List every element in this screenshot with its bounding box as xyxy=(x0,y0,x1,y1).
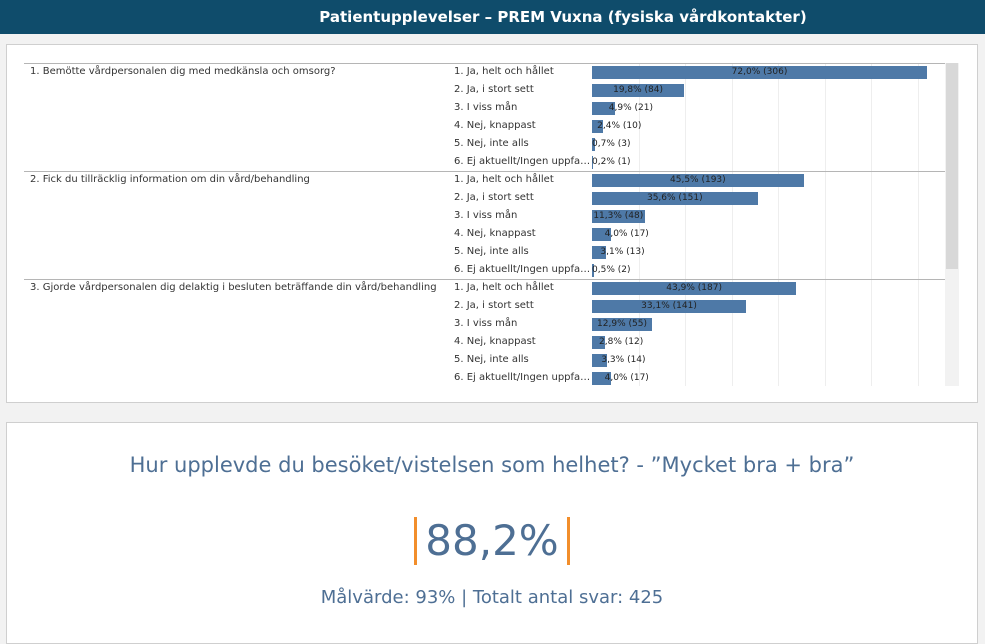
kpi-value-wrap: 88,2% xyxy=(7,517,977,565)
group-divider xyxy=(24,279,945,280)
chart-panel: 1. Bemötte vårdpersonalen dig med medkän… xyxy=(6,44,978,403)
gridline xyxy=(871,63,872,386)
answer-label: 5. Nej, inte alls xyxy=(454,245,592,259)
answer-label: 6. Ej aktuellt/Ingen uppfattning xyxy=(454,263,592,277)
answer-label: 4. Nej, knappast xyxy=(454,227,592,241)
answer-label: 4. Nej, knappast xyxy=(454,335,592,349)
bar-value-label: 35,6% (151) xyxy=(592,192,758,205)
answer-label: 4. Nej, knappast xyxy=(454,119,592,133)
bar-value-label: 3,3% (14) xyxy=(601,354,645,367)
bar-value-label: 2,4% (10) xyxy=(597,120,641,133)
group-divider xyxy=(24,63,945,64)
bar-value-label: 19,8% (84) xyxy=(592,84,684,97)
gridline xyxy=(918,63,919,386)
bar-value-label: 3,1% (13) xyxy=(600,246,644,259)
answer-label: 3. I viss mån xyxy=(454,317,592,331)
bar-chart[interactable]: 1. Bemötte vårdpersonalen dig med medkän… xyxy=(24,63,945,386)
bar-value-label: 0,2% (1) xyxy=(592,156,630,169)
answer-label: 5. Nej, inte alls xyxy=(454,353,592,367)
answer-label: 6. Ej aktuellt/Ingen uppfattning xyxy=(454,155,592,169)
scrollbar-thumb[interactable] xyxy=(946,63,958,269)
answer-label: 6. Ej aktuellt/Ingen uppfattning xyxy=(454,371,592,385)
bar-value-label: 4,0% (17) xyxy=(605,372,649,385)
gridline xyxy=(778,63,779,386)
answer-label: 3. I viss mån xyxy=(454,101,592,115)
answer-label: 1. Ja, helt och hållet xyxy=(454,65,592,79)
bar-value-label: 11,3% (48) xyxy=(592,210,645,223)
answer-label: 3. I viss mån xyxy=(454,209,592,223)
question-label: 3. Gjorde vårdpersonalen dig delaktig i … xyxy=(30,281,437,295)
bar-value-label: 33,1% (141) xyxy=(592,300,746,313)
answer-label: 5. Nej, inte alls xyxy=(454,137,592,151)
bar-value-label: 0,7% (3) xyxy=(592,138,630,151)
kpi-question: Hur upplevde du besöket/vistelsen som he… xyxy=(7,453,977,477)
answer-label: 2. Ja, i stort sett xyxy=(454,299,592,313)
bar-value-label: 43,9% (187) xyxy=(592,282,796,295)
page-title: Patientupplevelser – PREM Vuxna (fysiska… xyxy=(283,0,843,34)
bar-value-label: 0,5% (2) xyxy=(592,264,630,277)
answer-label: 1. Ja, helt och hållet xyxy=(454,281,592,295)
bar-value-label: 45,5% (193) xyxy=(592,174,804,187)
kpi-panel: Hur upplevde du besöket/vistelsen som he… xyxy=(6,422,978,644)
chart-scrollbar[interactable] xyxy=(945,63,959,386)
answer-label: 2. Ja, i stort sett xyxy=(454,191,592,205)
bar-value-label: 4,0% (17) xyxy=(605,228,649,241)
gridline xyxy=(825,63,826,386)
bar-value-label: 2,8% (12) xyxy=(599,336,643,349)
gridline xyxy=(732,63,733,386)
bar-value-label: 72,0% (306) xyxy=(592,66,927,79)
bar-value-label: 4,9% (21) xyxy=(609,102,653,115)
kpi-target-line: Målvärde: 93% | Totalt antal svar: 425 xyxy=(7,587,977,608)
header-bar: Patientupplevelser – PREM Vuxna (fysiska… xyxy=(0,0,985,34)
question-label: 2. Fick du tillräcklig information om di… xyxy=(30,173,310,187)
gridline xyxy=(685,63,686,386)
answer-label: 2. Ja, i stort sett xyxy=(454,83,592,97)
group-divider xyxy=(24,171,945,172)
answer-label: 1. Ja, helt och hållet xyxy=(454,173,592,187)
question-label: 1. Bemötte vårdpersonalen dig med medkän… xyxy=(30,65,336,79)
bar-value-label: 12,9% (55) xyxy=(592,318,652,331)
kpi-value: 88,2% xyxy=(414,517,569,565)
